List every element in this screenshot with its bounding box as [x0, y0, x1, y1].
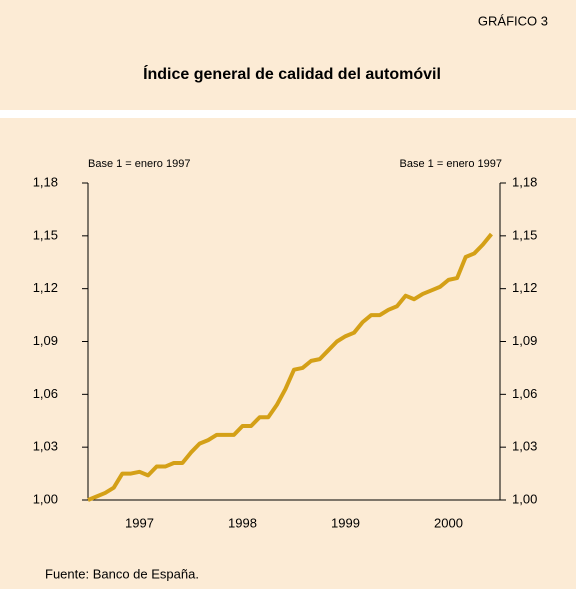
y-tick-label: 1,00 — [33, 491, 58, 506]
x-tick-label: 1997 — [125, 515, 154, 530]
y2-tick-label: 1,03 — [512, 439, 537, 454]
y-tick-label: 1,06 — [33, 386, 58, 401]
y-axis-label: Base 1 = enero 1997 — [88, 158, 190, 170]
y-tick-label: 1,09 — [33, 333, 58, 348]
y-tick-label: 1,18 — [33, 174, 58, 189]
y2-tick-label: 1,18 — [512, 174, 537, 189]
header-panel — [0, 0, 576, 110]
chart-label: GRÁFICO 3 — [478, 13, 548, 28]
y2-tick-label: 1,00 — [512, 491, 537, 506]
y2-tick-label: 1,06 — [512, 386, 537, 401]
chart-title: Índice general de calidad del automóvil — [143, 64, 441, 83]
y2-axis-label: Base 1 = enero 1997 — [400, 158, 502, 170]
y2-tick-label: 1,12 — [512, 280, 537, 295]
x-tick-label: 1999 — [331, 515, 360, 530]
y-tick-label: 1,03 — [33, 439, 58, 454]
x-tick-label: 2000 — [434, 515, 463, 530]
y2-tick-label: 1,15 — [512, 227, 537, 242]
x-tick-label: 1998 — [228, 515, 257, 530]
y-tick-label: 1,12 — [33, 280, 58, 295]
y-tick-label: 1,15 — [33, 227, 58, 242]
y2-tick-label: 1,09 — [512, 333, 537, 348]
chart-panel — [0, 118, 576, 589]
source: Fuente: Banco de España. — [45, 566, 199, 581]
line-series — [87, 232, 493, 502]
